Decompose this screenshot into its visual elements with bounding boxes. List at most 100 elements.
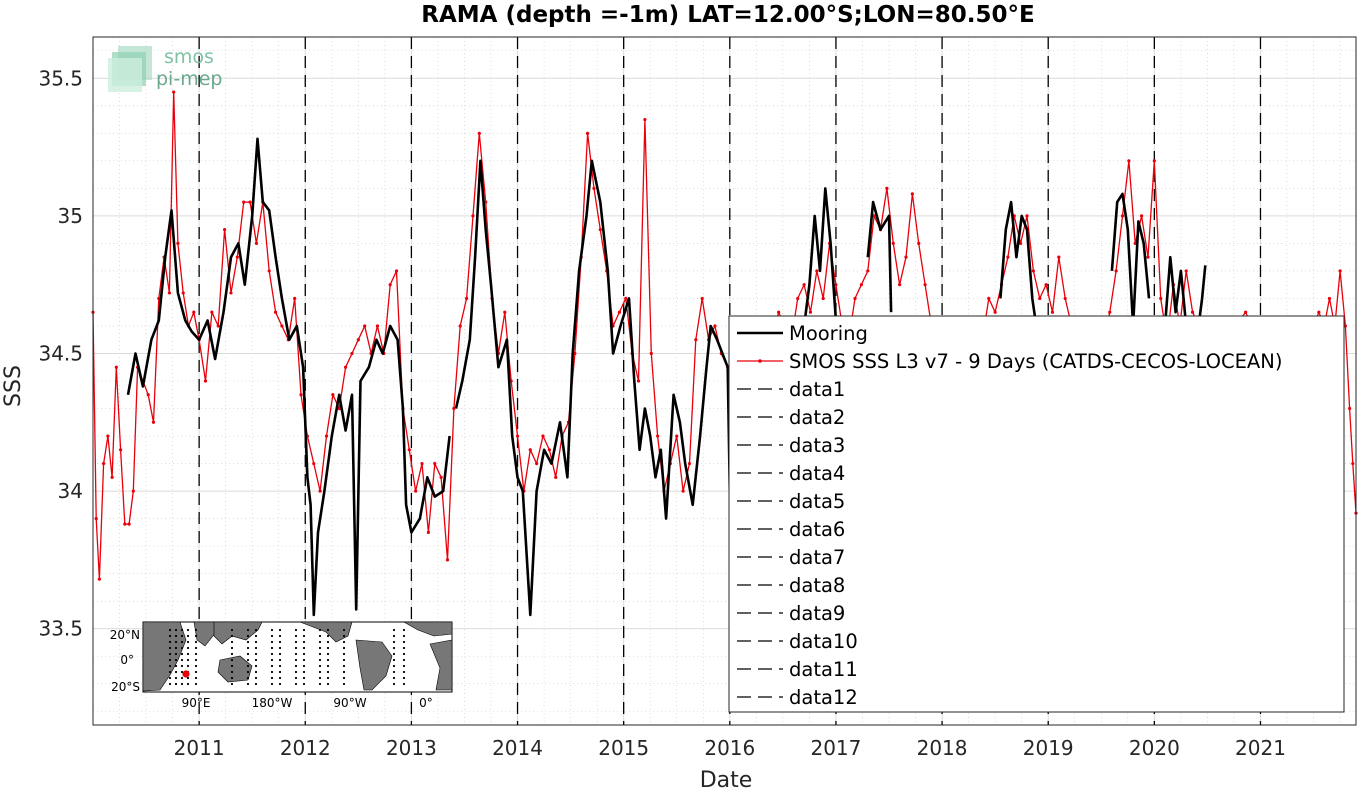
smos-point [324, 434, 329, 438]
legend-item-data1: data1 [737, 378, 845, 401]
inset-buoy-dot [278, 628, 282, 632]
inset-buoy-dot [174, 652, 178, 656]
smos-point [293, 296, 297, 301]
smos-point [624, 296, 628, 301]
inset-buoy-dot [302, 676, 306, 680]
series-mooring-line [802, 187, 838, 327]
series-mooring-line [1110, 192, 1151, 328]
inset-buoy-dot [302, 658, 306, 662]
smos-point [167, 291, 172, 295]
legend-item-data9: data9 [737, 602, 845, 625]
smos-point [94, 517, 98, 521]
inset-buoy-dot [168, 640, 172, 644]
inset-buoy-dot [270, 646, 274, 650]
smos-point [585, 131, 590, 135]
smos-point [1057, 255, 1061, 259]
legend-item-data2: data2 [737, 406, 845, 429]
inset-buoy-dot [294, 628, 298, 632]
inset-buoy-dot [278, 634, 282, 638]
smos-point [885, 186, 889, 190]
inset-buoy-dot [186, 646, 190, 650]
smos-point [267, 269, 271, 273]
x-tick-label: 2018 [917, 736, 968, 760]
inset-buoy-dot [270, 652, 274, 656]
smos-point [151, 420, 156, 424]
legend-item-data10: data10 [737, 630, 858, 653]
smos-point [1327, 296, 1332, 301]
inset-map-frame [142, 621, 453, 693]
inset-buoy-dot [246, 682, 250, 686]
inset-buoy-dot [402, 664, 406, 668]
smos-point [123, 522, 127, 526]
smos-point [157, 296, 161, 301]
smos-point [394, 269, 399, 273]
smos-point [802, 283, 806, 287]
legend-item-data6: data6 [737, 518, 845, 541]
inset-buoy-dot [186, 658, 190, 662]
inset-buoy-dot [318, 640, 322, 644]
smos-point [273, 310, 278, 314]
inset-buoy-dot [402, 640, 406, 644]
inset-buoy-dot [302, 628, 306, 632]
inset-buoy-dot [168, 682, 172, 686]
smos-point [1127, 159, 1131, 163]
inset-buoy-dot [194, 634, 198, 638]
smos-point [1140, 214, 1144, 218]
smos-point [248, 200, 252, 204]
x-tick-label: 2021 [1235, 736, 1286, 760]
smos-point [242, 200, 246, 204]
smos-point [777, 310, 781, 314]
inset-buoy-dot [270, 634, 274, 638]
smos-point [203, 379, 208, 383]
inset-buoy-dot [318, 682, 322, 686]
inset-buoy-dot [302, 634, 306, 638]
smos-point [598, 228, 602, 232]
inset-buoy-dot [270, 682, 274, 686]
inset-xlabel-90e: 90°E [182, 696, 211, 710]
inset-buoy-dot [230, 676, 234, 680]
smos-point [1184, 269, 1188, 273]
smos-point [643, 117, 647, 122]
smos-point [1108, 310, 1112, 314]
inset-buoy-dot [326, 646, 330, 650]
smos-point [891, 241, 895, 245]
inset-buoy-dot [294, 664, 298, 668]
inset-buoy-dot [278, 676, 282, 680]
smos-point [656, 434, 660, 438]
inset-buoy-dot [194, 640, 198, 644]
inset-buoy-dot [230, 664, 234, 668]
inset-buoy-dot [294, 646, 298, 650]
inset-buoy-dot [326, 682, 330, 686]
inset-buoy-dot [294, 634, 298, 638]
inset-buoy-dot [174, 634, 178, 638]
inset-buoy-dot [270, 676, 274, 680]
legend-label: data10 [789, 630, 858, 653]
legend: Mooring SMOS SSS L3 v7 - 9 Days (CATDS-CE… [728, 315, 1345, 713]
smos-point [235, 255, 239, 259]
x-tick-label: 2019 [1023, 736, 1074, 760]
smos-point [1025, 214, 1029, 218]
inset-buoy-dot [302, 664, 306, 668]
inset-buoy-dot [254, 664, 258, 668]
x-tick-label: 2016 [704, 736, 755, 760]
inset-buoy-dot [180, 640, 184, 644]
inset-buoy-dot [278, 682, 282, 686]
x-tick-label: 2012 [280, 736, 331, 760]
smos-point [700, 296, 704, 301]
smos-point [853, 296, 857, 301]
y-tick-label: 35 [58, 204, 83, 228]
inset-buoy-dot [392, 646, 396, 650]
legend-item-data5: data5 [737, 490, 845, 513]
smos-point [1031, 269, 1035, 273]
smos-point [426, 530, 430, 534]
x-tick-label: 2020 [1129, 736, 1180, 760]
legend-item-data8: data8 [737, 574, 845, 597]
inset-buoy-dot [246, 676, 250, 680]
legend-item-data11: data11 [737, 658, 858, 681]
inset-buoy-dot [230, 658, 234, 662]
inset-buoy-dot [270, 658, 274, 662]
inset-buoy-dot [318, 664, 322, 668]
smos-point [181, 291, 185, 295]
legend-items: Mooring SMOS SSS L3 v7 - 9 Days (CATDS-CE… [737, 322, 1282, 709]
inset-buoy-dot [186, 682, 190, 686]
